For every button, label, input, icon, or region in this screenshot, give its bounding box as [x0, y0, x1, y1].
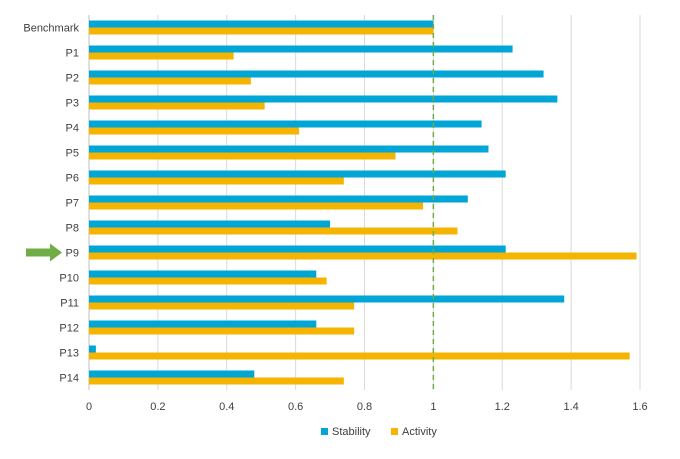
bar-stability-p1 — [89, 45, 513, 53]
x-tick-label: 0 — [86, 401, 92, 413]
bar-activity-p8 — [89, 227, 458, 235]
x-tick-label: 1.6 — [632, 401, 647, 413]
bar-stability-p11 — [89, 295, 565, 303]
category-label: P9 — [66, 248, 79, 260]
bar-stability-p3 — [89, 95, 558, 103]
legend: Stability Activity — [321, 426, 437, 438]
x-tick-labels: 0 0.2 0.4 0.6 0.8 1 1.2 1.4 1.6 — [86, 401, 648, 413]
bar-activity-p7 — [89, 202, 424, 210]
bar-activity-p10 — [89, 277, 327, 285]
bar-activity-p3 — [89, 102, 265, 110]
category-label: P2 — [66, 73, 79, 85]
category-label: Benchmark — [23, 23, 79, 35]
bar-stability-p7 — [89, 195, 468, 203]
x-tick-label: 0.8 — [357, 401, 372, 413]
category-label: P5 — [66, 148, 79, 160]
legend-swatch-activity — [391, 428, 398, 435]
bar-activity-p14 — [89, 377, 344, 385]
category-label: P10 — [59, 273, 79, 285]
category-label: P4 — [66, 123, 79, 135]
bar-stability-p5 — [89, 145, 489, 153]
bar-stability-benchmark — [89, 20, 434, 28]
bars — [89, 20, 637, 385]
bar-stability-p6 — [89, 170, 506, 178]
x-tick-label: 0.4 — [219, 401, 234, 413]
bar-stability-p2 — [89, 70, 544, 78]
category-label: P7 — [66, 198, 79, 210]
x-tick-label: 0.6 — [288, 401, 303, 413]
category-labels: Benchmark P1 P2 P3 P4 P5 P6 P7 P8 P9 P10 P11 P12 P13 P… — [23, 23, 79, 385]
x-tick-label: 1.4 — [563, 401, 578, 413]
category-label: P6 — [66, 173, 79, 185]
bar-activity-p5 — [89, 152, 396, 160]
category-label: P12 — [59, 323, 79, 335]
bar-activity-p1 — [89, 52, 234, 60]
legend-label-activity: Activity — [402, 426, 437, 438]
category-label: P8 — [66, 223, 79, 235]
bar-activity-p11 — [89, 302, 355, 310]
bar-stability-p4 — [89, 120, 482, 128]
bar-stability-p9 — [89, 245, 506, 253]
highlight-arrow-shape — [26, 243, 62, 262]
bar-activity-p2 — [89, 77, 251, 85]
category-label: P1 — [66, 48, 79, 60]
bar-activity-p9 — [89, 252, 637, 260]
highlight-arrow-icon — [26, 243, 62, 262]
x-tick-label: 1.2 — [495, 401, 510, 413]
bar-activity-p4 — [89, 127, 300, 135]
category-label: P13 — [59, 348, 79, 360]
bar-activity-p6 — [89, 177, 344, 185]
bar-activity-p12 — [89, 327, 355, 335]
category-label: P11 — [60, 298, 79, 310]
category-label: P14 — [59, 373, 79, 385]
legend-label-stability: Stability — [332, 426, 371, 438]
x-tick-label: 0.2 — [150, 401, 165, 413]
bar-stability-p8 — [89, 220, 331, 228]
x-tick-label: 1 — [430, 401, 436, 413]
bar-activity-p13 — [89, 352, 630, 360]
bar-stability-p12 — [89, 320, 317, 328]
bar-stability-p14 — [89, 370, 255, 378]
bar-stability-p10 — [89, 270, 317, 278]
bar-activity-benchmark — [89, 27, 434, 35]
bar-stability-p13 — [89, 345, 96, 353]
category-label: P3 — [66, 98, 79, 110]
legend-swatch-stability — [321, 428, 328, 435]
